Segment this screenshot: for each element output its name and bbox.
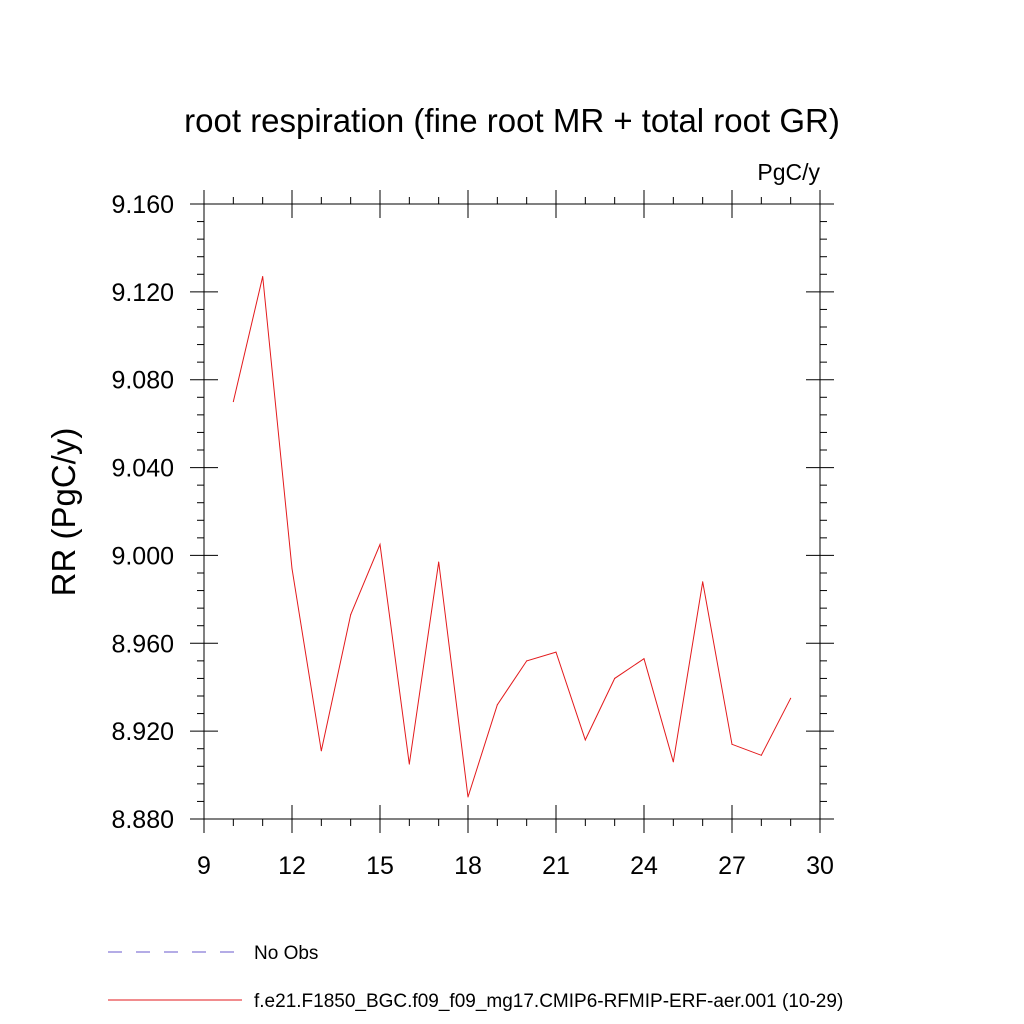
data-point bbox=[702, 581, 704, 583]
data-point bbox=[496, 704, 498, 706]
y-tick-label: 9.120 bbox=[111, 279, 174, 307]
data-point bbox=[672, 761, 674, 763]
data-point bbox=[350, 614, 352, 616]
plot-frame bbox=[203, 203, 821, 820]
data-point bbox=[262, 275, 264, 277]
data-point bbox=[467, 796, 469, 798]
y-tick-label: 9.040 bbox=[111, 455, 174, 483]
data-point bbox=[614, 677, 616, 679]
x-tick-label: 9 bbox=[197, 852, 211, 880]
data-point bbox=[379, 543, 381, 545]
series-layer bbox=[232, 275, 792, 798]
data-point bbox=[320, 750, 322, 752]
data-point bbox=[408, 763, 410, 765]
data-point bbox=[731, 743, 733, 745]
y-tick-label: 8.880 bbox=[111, 806, 174, 834]
x-tick-label: 27 bbox=[718, 852, 746, 880]
series-line bbox=[232, 276, 792, 798]
x-tick-label: 30 bbox=[806, 852, 834, 880]
x-tick-label: 15 bbox=[366, 852, 394, 880]
data-point bbox=[760, 754, 762, 756]
chart-title: root respiration (fine root MR + total r… bbox=[184, 102, 840, 139]
y-tick-label: 8.920 bbox=[111, 718, 174, 746]
y-tick-label: 8.960 bbox=[111, 630, 174, 658]
y-axis-label: RR (PgC/y) bbox=[45, 428, 82, 597]
data-point bbox=[790, 697, 792, 699]
data-point bbox=[526, 660, 528, 662]
legend: No Obs f.e21.F1850_BGC.f09_f09_mg17.CMIP6… bbox=[108, 943, 843, 1012]
legend-label: f.e21.F1850_BGC.f09_f09_mg17.CMIP6-RFMIP… bbox=[254, 991, 843, 1012]
data-point bbox=[291, 568, 293, 570]
data-point bbox=[438, 561, 440, 563]
data-point bbox=[555, 651, 557, 653]
data-point bbox=[584, 739, 586, 741]
units-label: PgC/y bbox=[757, 159, 820, 185]
x-tick-label: 21 bbox=[542, 852, 570, 880]
data-point bbox=[232, 401, 234, 403]
y-tick-label: 9.080 bbox=[111, 367, 174, 395]
x-tick-label: 24 bbox=[630, 852, 658, 880]
x-tick-label: 12 bbox=[278, 852, 306, 880]
legend-label: No Obs bbox=[254, 943, 318, 964]
x-tick-label: 18 bbox=[454, 852, 482, 880]
tick-labels: 9 12 15 18 21 24 27 30 8.880 8.920 8.960 9.000 9.040… bbox=[111, 191, 833, 880]
y-tick-label: 9.160 bbox=[111, 191, 174, 219]
data-point bbox=[643, 658, 645, 660]
y-tick-label: 9.000 bbox=[111, 542, 174, 570]
